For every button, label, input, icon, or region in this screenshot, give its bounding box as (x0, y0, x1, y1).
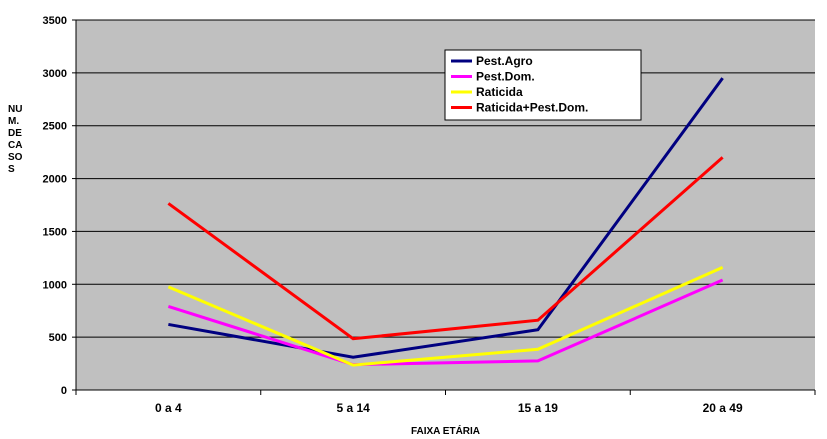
y-axis-title-line: M. (8, 116, 19, 127)
legend-entry: Raticida (476, 85, 523, 99)
y-axis-title-line: NU (8, 104, 22, 115)
legend-entry: Raticida+Pest.Dom. (476, 101, 588, 115)
series-lines (167, 77, 724, 367)
legend-entry: Pest.Agro (476, 54, 533, 68)
y-tick-label: 3500 (43, 15, 67, 27)
axes (72, 19, 816, 395)
y-axis-tick-labels: 0 500 1000 1500 2000 2500 3000 3500 (43, 15, 67, 397)
y-tick-label: 3000 (43, 68, 67, 80)
y-tick-label: 0 (61, 385, 67, 397)
y-tick-label: 1500 (43, 226, 67, 238)
y-axis-title-line: S (8, 164, 15, 175)
legend-entry: Pest.Dom. (476, 70, 535, 84)
legend-box (444, 49, 642, 121)
y-tick-label: 500 (49, 332, 67, 344)
y-tick-label: 2000 (43, 174, 67, 186)
series-line-4 (167, 156, 724, 341)
y-tick-label: 2500 (43, 121, 67, 133)
x-tick-label: 0 a 4 (155, 401, 182, 415)
series-line-3 (167, 266, 724, 367)
x-tick-label: 20 a 49 (703, 401, 743, 415)
x-axis-tick-labels: 0 a 4 5 a 14 15 a 19 20 a 49 (155, 401, 743, 415)
x-tick-label: 5 a 14 (336, 401, 370, 415)
y-tick-label: 1000 (43, 279, 67, 291)
y-axis-title-line: SO (8, 152, 23, 163)
series-line-2 (167, 278, 724, 367)
y-axis-title-line: CA (8, 140, 22, 151)
y-axis-title-line: DE (8, 128, 22, 139)
x-axis-title: FAIXA ETÁRIA (411, 424, 480, 437)
series-line-1 (168, 77, 724, 359)
x-tick-label: 15 a 19 (518, 401, 558, 415)
legend: Pest.Agro Pest.Dom.Raticida Raticida+Pest.… (444, 49, 642, 121)
